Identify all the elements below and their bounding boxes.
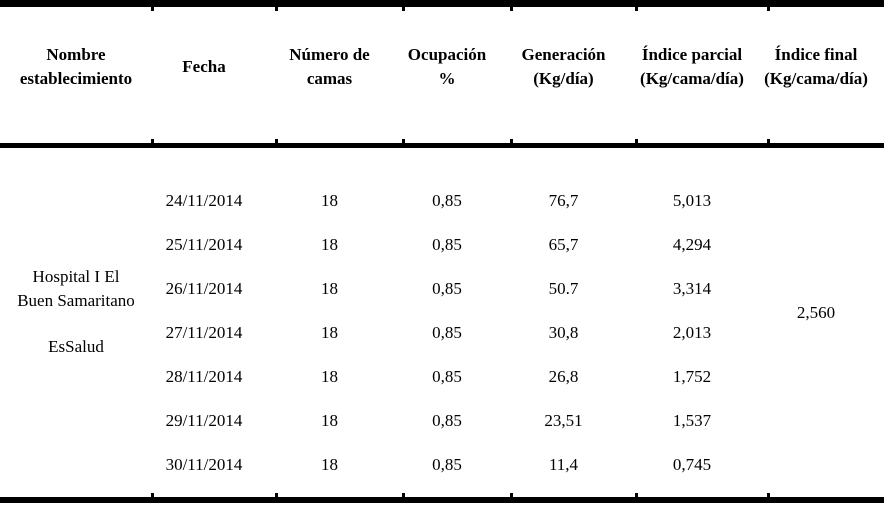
col-header-generacion: Generación (Kg/día) bbox=[511, 7, 636, 143]
cell-ocupacion: 0,85 bbox=[432, 411, 462, 430]
header-line: (Kg/cama/día) bbox=[640, 68, 744, 88]
col-header-nombre-establecimiento: Nombre establecimiento bbox=[0, 7, 152, 143]
cell-camas: 18 bbox=[321, 367, 338, 386]
cell-fecha: 30/11/2014 bbox=[165, 455, 243, 474]
header-line: Nombre bbox=[46, 44, 106, 64]
column-divider-tick bbox=[275, 139, 278, 143]
column-divider-tick bbox=[635, 7, 638, 11]
header-line: establecimiento bbox=[19, 68, 133, 88]
cell-indice-parcial: 0,745 bbox=[672, 455, 712, 474]
column-divider-tick bbox=[635, 493, 638, 497]
col-header-ocupacion: Ocupación % bbox=[403, 7, 511, 143]
cell-ocupacion: 0,85 bbox=[432, 235, 462, 254]
cell-camas: 18 bbox=[321, 455, 338, 474]
cell-indice-parcial: 1,752 bbox=[672, 367, 712, 386]
cell-generacion: 11,4 bbox=[548, 455, 579, 474]
cell-ocupacion: 0,85 bbox=[432, 323, 462, 342]
cell-indice-parcial: 2,013 bbox=[672, 323, 712, 342]
column-divider-tick bbox=[767, 7, 770, 11]
column-divider-tick bbox=[275, 7, 278, 11]
cell-fecha: 26/11/2014 bbox=[165, 279, 243, 298]
cell-indice-final: 2,560 bbox=[768, 179, 884, 487]
cell-indice-parcial: 3,314 bbox=[672, 279, 712, 298]
table-header-row: Nombre establecimiento Fecha Número de c… bbox=[0, 7, 884, 143]
cell-generacion: 76,7 bbox=[548, 191, 579, 210]
table-top-rule bbox=[0, 0, 884, 7]
cell-ocupacion: 0,85 bbox=[432, 455, 462, 474]
col-header-indice-parcial: Índice parcial (Kg/cama/día) bbox=[636, 7, 768, 143]
column-divider-tick bbox=[510, 493, 513, 497]
header-line: camas bbox=[306, 68, 353, 88]
cell-fecha: 29/11/2014 bbox=[165, 411, 243, 430]
cell-indice-parcial: 4,294 bbox=[672, 235, 712, 254]
column-divider-tick bbox=[510, 7, 513, 11]
cell-indice-parcial: 5,013 bbox=[672, 191, 712, 210]
cell-generacion: 30,8 bbox=[548, 323, 579, 342]
column-divider-tick bbox=[275, 493, 278, 497]
column-divider-tick bbox=[767, 139, 770, 143]
column-divider-tick bbox=[151, 7, 154, 11]
column-divider-tick bbox=[151, 139, 154, 143]
column-divider-tick bbox=[402, 139, 405, 143]
header-line: Número de bbox=[289, 44, 370, 64]
cell-camas: 18 bbox=[321, 411, 338, 430]
header-line: Índice parcial bbox=[641, 44, 743, 64]
column-divider-tick bbox=[402, 493, 405, 497]
establishment-name-line: Hospital I El bbox=[32, 267, 120, 286]
table-body: Hospital I El Buen Samaritano EsSalud 2,… bbox=[0, 149, 884, 487]
cell-ocupacion: 0,85 bbox=[432, 367, 462, 386]
column-divider-tick bbox=[767, 493, 770, 497]
header-line: Ocupación bbox=[407, 44, 487, 64]
col-header-indice-final: Índice final (Kg/cama/día) bbox=[764, 7, 884, 143]
cell-establecimiento: Hospital I El Buen Samaritano EsSalud bbox=[0, 179, 152, 487]
establishment-name-line: Buen Samaritano bbox=[17, 291, 135, 310]
cell-camas: 18 bbox=[321, 323, 338, 342]
column-divider-tick bbox=[151, 493, 154, 497]
column-divider-tick bbox=[635, 139, 638, 143]
cell-camas: 18 bbox=[321, 279, 338, 298]
cell-generacion: 50.7 bbox=[548, 279, 579, 298]
cell-fecha: 27/11/2014 bbox=[165, 323, 243, 342]
cell-camas: 18 bbox=[321, 235, 338, 254]
cell-generacion: 23,51 bbox=[544, 411, 583, 430]
header-line: (Kg/cama/día) bbox=[764, 68, 868, 88]
cell-fecha: 28/11/2014 bbox=[165, 367, 243, 386]
table-bottom-rule bbox=[0, 497, 884, 503]
column-divider-tick bbox=[402, 7, 405, 11]
cell-fecha: 25/11/2014 bbox=[165, 235, 243, 254]
cell-indice-parcial: 1,537 bbox=[672, 411, 712, 430]
header-line: Generación bbox=[521, 44, 606, 64]
cell-generacion: 65,7 bbox=[548, 235, 579, 254]
establishment-name-line: EsSalud bbox=[48, 337, 104, 356]
cell-ocupacion: 0,85 bbox=[432, 279, 462, 298]
cell-generacion: 26,8 bbox=[548, 367, 579, 386]
indice-final-value: 2,560 bbox=[796, 303, 836, 322]
header-line: Índice final bbox=[774, 44, 858, 64]
column-divider-tick bbox=[510, 139, 513, 143]
cell-camas: 18 bbox=[321, 191, 338, 210]
col-header-fecha: Fecha bbox=[152, 7, 276, 143]
header-line: Fecha bbox=[182, 56, 226, 76]
header-line: (Kg/día) bbox=[533, 68, 594, 88]
cell-fecha: 24/11/2014 bbox=[165, 191, 243, 210]
col-header-numero-camas: Número de camas bbox=[276, 7, 403, 143]
cell-ocupacion: 0,85 bbox=[432, 191, 462, 210]
header-line: % bbox=[438, 68, 456, 88]
table-header-rule bbox=[0, 143, 884, 148]
